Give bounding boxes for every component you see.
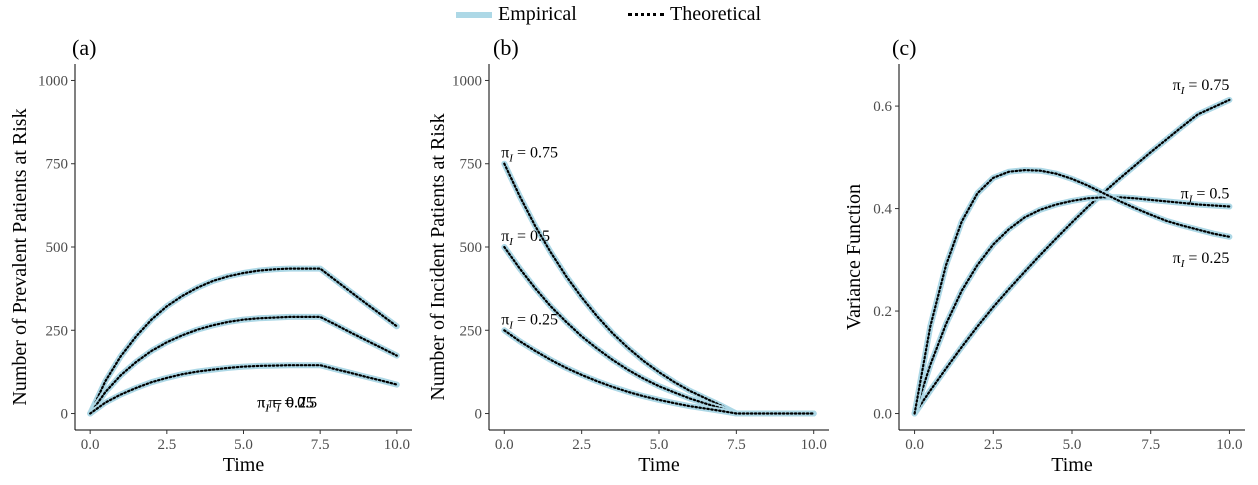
theoretical-line-i-0-75	[913, 98, 1231, 415]
y-tick-label: 250	[460, 323, 483, 339]
x-tick-label: 0.0	[495, 437, 514, 453]
y-axis-title: Number of Incident Patients at Risk	[427, 113, 449, 400]
theoretical-line-i-0-75	[89, 364, 398, 415]
y-tick-label: 500	[46, 240, 69, 256]
curve-label-i-0-5: πI = 0.5	[501, 228, 550, 248]
y-tick-label: 0	[475, 407, 483, 423]
x-axis-title: Time	[223, 454, 265, 476]
panel-tag: (b)	[493, 35, 519, 60]
legend-label-theoretical: Theoretical	[670, 3, 762, 25]
y-tick-label: 750	[46, 157, 69, 173]
x-tick-label: 2.5	[157, 437, 176, 453]
x-tick-label: 5.0	[1063, 437, 1082, 453]
y-tick-label: 0.0	[873, 407, 892, 423]
curve-label-i-0-25: πI = 0.25	[257, 395, 314, 415]
empirical-line-i-0-5	[501, 244, 817, 417]
y-tick-label: 0.6	[873, 99, 892, 115]
curve-label-i-0-75: πI = 0.75	[1173, 77, 1230, 97]
x-axis-title: Time	[638, 454, 680, 476]
x-tick-label: 10.0	[384, 437, 410, 453]
curve-label-i-0-75: πI = 0.75	[501, 145, 558, 165]
curve-label-i-0-5: πI = 0.5	[1181, 186, 1230, 206]
y-tick-label: 1000	[452, 73, 482, 89]
y-tick-label: 1000	[38, 73, 68, 89]
x-tick-label: 5.0	[650, 437, 669, 453]
panel-b: 0.0 2.5 5.0 7.5 10.0 0 250 500 750 1000 Time Number…	[427, 35, 829, 476]
legend-swatch-empirical	[456, 11, 492, 18]
curve-label-i-0-75: πI = 0.75	[257, 395, 314, 415]
x-tick-label: 5.0	[234, 437, 253, 453]
panel-a: 0.0 2.5 5.0 7.5 10.0 0 250 500 750 1000 Time Number…	[9, 35, 412, 476]
x-tick-label: 2.5	[572, 437, 591, 453]
x-tick-label: 7.5	[727, 437, 746, 453]
y-axis-title: Number of Prevalent Patients at Risk	[9, 108, 31, 405]
theoretical-line-i-0-25	[89, 267, 398, 415]
curve-label-i-0-5: πI = 0.5	[268, 395, 317, 415]
legend: Empirical Theoretical	[0, 0, 1258, 32]
theoretical-line-i-0-5	[89, 315, 398, 415]
theoretical-line-i-0-25	[503, 329, 815, 415]
legend-swatch-theoretical	[628, 13, 664, 16]
x-tick-label: 2.5	[984, 437, 1003, 453]
y-axis-title: Variance Function	[843, 184, 865, 330]
y-tick-label: 250	[46, 323, 69, 339]
y-tick-label: 500	[460, 240, 483, 256]
legend-item-empirical: Empirical	[456, 3, 577, 26]
y-tick-label: 0.2	[873, 304, 892, 320]
theoretical-line-i-0-25	[913, 168, 1231, 415]
x-tick-label: 7.5	[1141, 437, 1160, 453]
x-tick-label: 10.0	[801, 437, 827, 453]
x-tick-label: 0.0	[81, 437, 100, 453]
legend-item-theoretical: Theoretical	[628, 3, 761, 26]
curve-label-i-0-25: πI = 0.25	[1173, 250, 1230, 270]
empirical-line-i-0-25	[87, 265, 400, 417]
legend-label-empirical: Empirical	[498, 3, 577, 25]
x-tick-label: 10.0	[1216, 437, 1242, 453]
panel-tag: (c)	[892, 35, 916, 60]
y-tick-label: 0.4	[873, 202, 892, 218]
curve-label-i-0-25: πI = 0.25	[501, 311, 558, 331]
x-tick-label: 7.5	[311, 437, 330, 453]
empirical-line-i-0-75	[911, 96, 1233, 417]
empirical-line-i-0-75	[87, 362, 400, 417]
x-tick-label: 0.0	[905, 437, 924, 453]
panel-tag: (a)	[72, 35, 96, 60]
y-tick-label: 750	[460, 157, 483, 173]
x-axis-title: Time	[1051, 454, 1093, 476]
panel-c: 0.0 2.5 5.0 7.5 10.0 0.0 0.2 0.4 0.6 Time Variance…	[843, 35, 1245, 476]
theoretical-line-i-0-75	[503, 162, 815, 415]
y-tick-label: 0	[61, 407, 69, 423]
empirical-line-i-0-75	[501, 160, 817, 417]
theoretical-line-i-0-5	[913, 196, 1231, 415]
